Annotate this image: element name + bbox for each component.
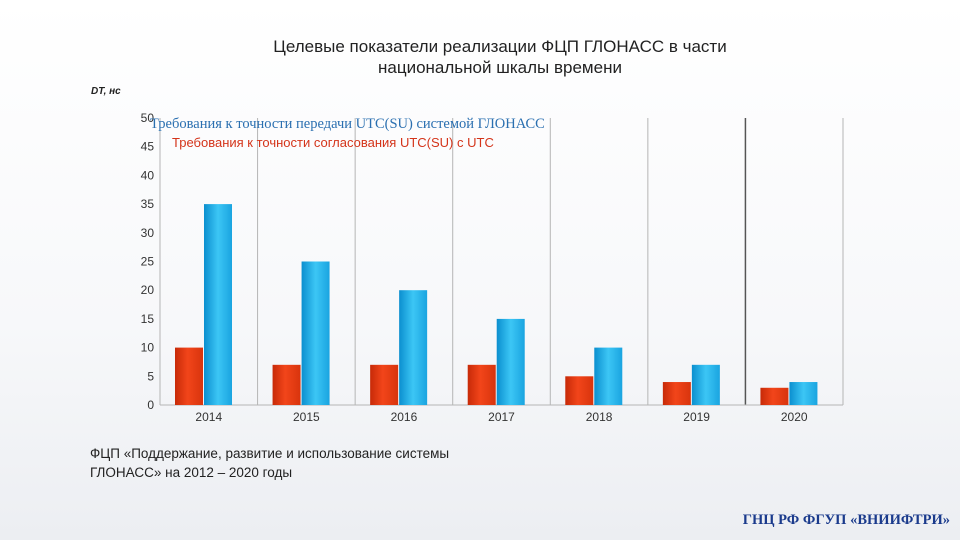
y-tick-label: 40 xyxy=(141,168,155,182)
y-tick-label: 15 xyxy=(141,312,155,326)
x-tick-label: 2016 xyxy=(391,410,418,424)
bar-red-2014 xyxy=(175,347,203,405)
x-tick-label: 2020 xyxy=(781,410,808,424)
title-line-1: Целевые показатели реализации ФЦП ГЛОНАС… xyxy=(273,37,727,56)
bar-blue-2014 xyxy=(204,204,232,405)
note-line-2: ГЛОНАСС» на 2012 – 2020 годы xyxy=(90,465,293,480)
x-tick-label: 2014 xyxy=(195,410,222,424)
program-note: ФЦП «Поддержание, развитие и использован… xyxy=(90,444,540,482)
bar-red-2019 xyxy=(662,382,691,405)
bar-blue-2020 xyxy=(789,382,818,405)
bar-red-2018 xyxy=(565,376,594,405)
y-tick-label: 35 xyxy=(141,197,155,211)
bar-red-2017 xyxy=(467,364,496,405)
y-tick-label: 50 xyxy=(141,111,155,125)
y-tick-label: 10 xyxy=(141,341,155,355)
bar-red-2015 xyxy=(272,364,301,405)
y-tick-label: 0 xyxy=(147,398,154,412)
title-line-2: национальной шкалы времени xyxy=(378,58,622,77)
x-tick-label: 2015 xyxy=(293,410,320,424)
bar-red-2016 xyxy=(370,364,399,405)
bar-blue-2016 xyxy=(399,290,428,405)
x-tick-label: 2017 xyxy=(488,410,515,424)
y-tick-label: 25 xyxy=(141,255,155,269)
bar-red-2020 xyxy=(760,387,789,405)
bar-blue-2015 xyxy=(301,261,330,405)
y-tick-label: 20 xyxy=(141,283,155,297)
y-axis-label: DT, нс xyxy=(91,86,121,97)
note-line-1: ФЦП «Поддержание, развитие и использован… xyxy=(90,446,450,461)
y-tick-label: 5 xyxy=(147,369,154,383)
chart-title: Целевые показатели реализации ФЦП ГЛОНАС… xyxy=(200,36,800,78)
legend-series-blue: Требования к точности передачи UTC(SU) с… xyxy=(150,116,545,132)
bar-blue-2019 xyxy=(691,364,720,405)
y-tick-label: 45 xyxy=(141,140,155,154)
bar-blue-2017 xyxy=(496,318,525,405)
x-tick-label: 2019 xyxy=(683,410,710,424)
organization-footer: ГНЦ РФ ФГУП «ВНИИФТРИ» xyxy=(742,512,950,528)
x-tick-label: 2018 xyxy=(586,410,613,424)
y-tick-label: 30 xyxy=(141,226,155,240)
legend-series-red: Требования к точности согласования UTC(S… xyxy=(172,135,494,150)
bar-blue-2018 xyxy=(594,347,623,405)
